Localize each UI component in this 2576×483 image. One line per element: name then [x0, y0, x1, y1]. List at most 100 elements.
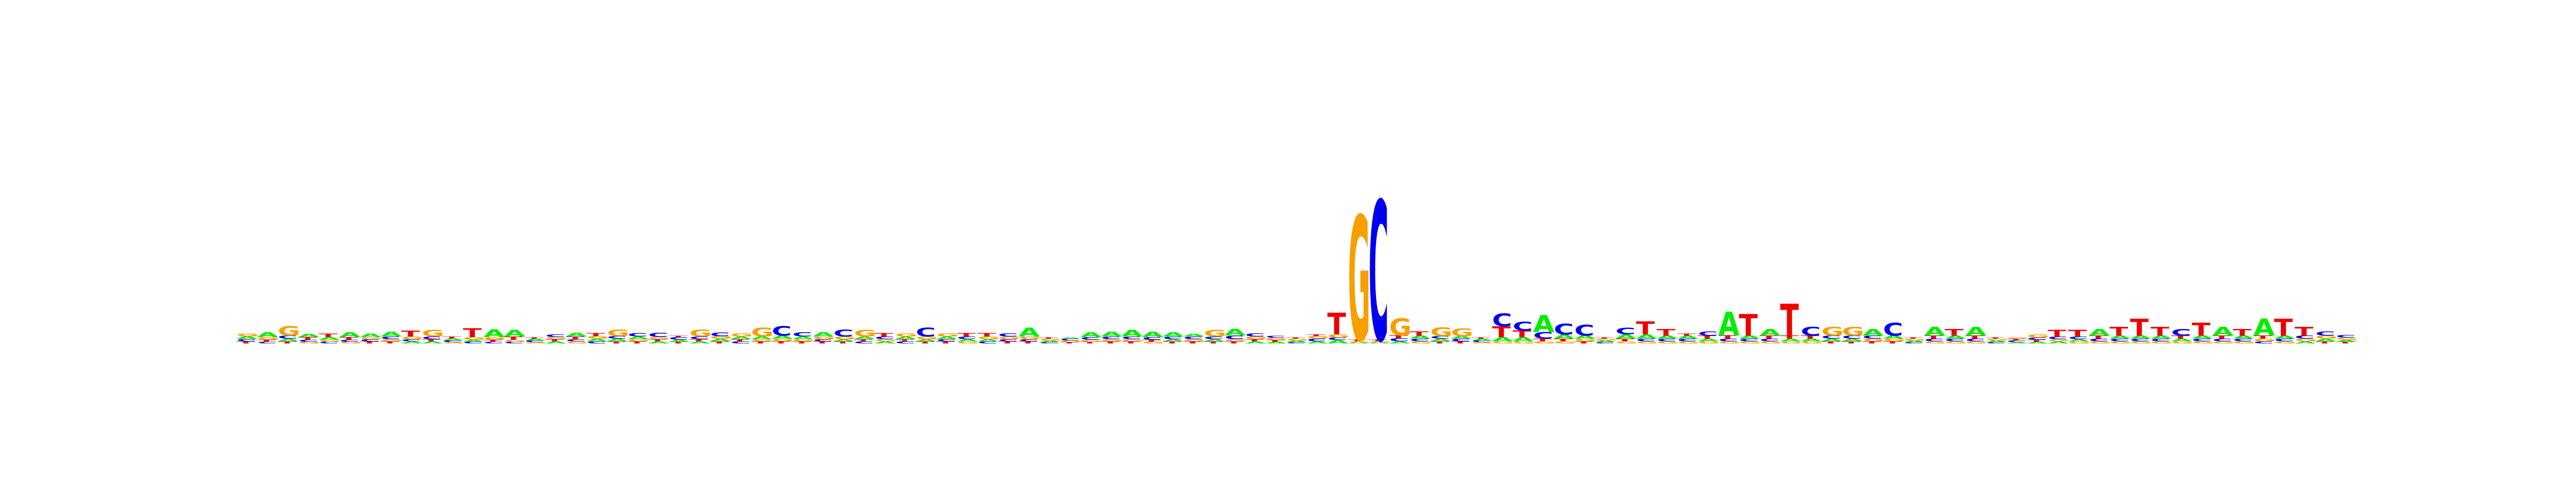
logo-letter-a-pos-10: A	[422, 341, 443, 344]
logo-letter-a-pos-51: A	[1265, 341, 1287, 344]
logo-letter-a-pos-63: A	[1512, 336, 1534, 343]
logo-letter-c-pos-38: C	[998, 339, 1019, 342]
logo-letter-a-pos-61: A	[1472, 338, 1493, 341]
logo-letter-a-pos-2: A	[257, 331, 279, 339]
logo-letter-a-pos-6: A	[340, 331, 361, 339]
logo-letter-c-pos-65: C	[1554, 321, 1574, 338]
logo-letter-g-pos-102: G	[2315, 335, 2338, 340]
logo-letter-a-pos-101: A	[2295, 341, 2316, 344]
logo-letter-c-pos-6: C	[340, 339, 360, 342]
logo-letter-g-pos-25: G	[730, 333, 753, 338]
logo-letter-a-pos-15: A	[525, 338, 546, 341]
logo-letter-c-pos-62: C	[1492, 310, 1512, 331]
logo-letter-a-pos-25: A	[730, 336, 752, 340]
logo-letter-t-pos-47: T	[1183, 341, 1202, 344]
logo-letter-g-pos-65: G	[1554, 341, 1576, 344]
logo-letter-g-pos-58: G	[1410, 341, 1432, 344]
logo-letter-g-pos-70: G	[1657, 341, 1679, 344]
logo-letter-g-pos-8: G	[380, 339, 403, 342]
logo-letter-t-pos-27: T	[772, 341, 791, 344]
logo-letter-g-pos-77: G	[1801, 341, 1823, 344]
logo-letter-a-pos-30: A	[833, 339, 855, 342]
logo-letter-c-pos-37: C	[977, 341, 998, 344]
logo-letter-t-pos-19: T	[607, 341, 626, 344]
logo-letter-a-pos-5: A	[319, 336, 341, 341]
logo-letter-g-pos-95: G	[2171, 341, 2194, 344]
logo-letter-a-pos-54: A	[1327, 339, 1349, 345]
logo-letter-g-pos-3: G	[277, 323, 300, 339]
logo-letter-c-pos-89: C	[2048, 336, 2068, 340]
logo-letter-g-pos-100: G	[2274, 341, 2296, 344]
logo-letter-c-pos-63: C	[1512, 320, 1533, 334]
logo-letter-g-pos-15: G	[525, 342, 547, 344]
logo-letter-a-pos-40: A	[1039, 340, 1060, 342]
logo-letter-c-pos-33: C	[895, 341, 916, 344]
logo-letter-g-pos-33: G	[895, 333, 918, 338]
logo-letter-a-pos-75: A	[1760, 327, 1781, 338]
logo-letter-g-pos-62: G	[1492, 341, 1514, 344]
logo-letter-a-pos-72: A	[1698, 338, 1720, 342]
logo-letter-a-pos-46: A	[1163, 331, 1184, 338]
logo-letter-c-pos-92: C	[2110, 338, 2130, 342]
logo-letter-a-pos-52: A	[1286, 340, 1308, 342]
logo-letter-c-pos-91: C	[2089, 338, 2109, 342]
logo-letter-c-pos-66: C	[1574, 321, 1594, 339]
logo-letter-g-pos-40: G	[1039, 338, 1062, 341]
logo-letter-c-pos-24: C	[710, 331, 730, 338]
logo-letter-a-pos-95: A	[2171, 338, 2193, 342]
logo-letter-g-pos-60: G	[1451, 327, 1473, 339]
logo-letter-c-pos-101: C	[2295, 335, 2315, 340]
logo-letter-c-pos-84: C	[1945, 338, 1965, 342]
logo-letter-c-pos-88: C	[2027, 337, 2047, 340]
logo-letter-t-pos-92: T	[2110, 325, 2128, 339]
logo-letter-t-pos-40: T	[1039, 337, 1058, 339]
logo-letter-a-pos-44: A	[1122, 328, 1143, 339]
logo-letter-g-pos-35: G	[936, 333, 959, 338]
logo-letter-t-pos-100: T	[2274, 314, 2293, 342]
logo-letter-c-pos-72: C	[1698, 331, 1718, 338]
logo-letter-a-pos-41: A	[1060, 337, 1081, 339]
logo-letter-t-pos-49: T	[1225, 341, 1243, 344]
logo-letter-t-pos-22: T	[669, 335, 687, 338]
logo-letter-a-pos-46: A	[1163, 339, 1184, 342]
logo-letter-c-pos-4: C	[298, 339, 319, 342]
logo-letter-a-pos-78: A	[1821, 338, 1843, 342]
logo-letter-t-pos-71: T	[1677, 333, 1696, 336]
logo-letter-t-pos-70: T	[1657, 327, 1675, 338]
logo-letter-a-pos-8: A	[380, 331, 402, 338]
logo-letter-t-pos-18: T	[587, 332, 605, 337]
logo-letter-t-pos-26: T	[751, 341, 770, 344]
logo-letter-a-pos-60: A	[1451, 335, 1473, 340]
logo-letter-g-pos-50: G	[1245, 336, 1268, 340]
logo-letter-g-pos-2: G	[257, 336, 280, 341]
logo-letter-a-pos-48: A	[1204, 339, 1225, 342]
logo-letter-t-pos-94: T	[2150, 325, 2169, 339]
logo-letter-c-pos-60: C	[1451, 338, 1471, 342]
logo-letter-g-pos-51: G	[1265, 337, 1288, 340]
logo-letter-t-pos-35: T	[936, 341, 955, 344]
logo-letter-t-pos-97: T	[2212, 335, 2231, 340]
logo-letter-a-pos-66: A	[1574, 334, 1596, 340]
logo-letter-t-pos-87: T	[2007, 338, 2025, 341]
logo-letter-g-pos-31: G	[854, 328, 876, 339]
logo-letter-c-pos-22: C	[669, 336, 689, 341]
logo-letter-c-pos-34: C	[916, 326, 936, 340]
logo-letter-t-pos-16: T	[545, 339, 564, 342]
logo-letter-c-pos-78: C	[1821, 335, 1842, 340]
logo-letter-a-pos-67: A	[1595, 340, 1616, 342]
logo-letter-g-pos-75: G	[1760, 341, 1782, 344]
logo-letter-c-pos-48: C	[1204, 336, 1224, 340]
logo-letter-c-pos-97: C	[2212, 338, 2233, 342]
logo-letter-a-pos-35: A	[936, 336, 958, 340]
logo-letter-a-pos-80: A	[1862, 327, 1884, 338]
logo-letter-c-pos-52: C	[1286, 342, 1307, 344]
logo-letter-a-pos-57: A	[1389, 341, 1410, 344]
logo-letter-c-pos-69: C	[1636, 338, 1657, 342]
logo-letter-a-pos-100: A	[2274, 335, 2296, 340]
logo-letter-t-pos-29: T	[813, 341, 832, 344]
logo-letter-a-pos-88: A	[2027, 341, 2048, 344]
logo-letter-g-pos-14: G	[504, 339, 526, 342]
logo-letter-a-pos-45: A	[1142, 331, 1163, 339]
logo-letter-t-pos-91: T	[2089, 335, 2107, 340]
logo-letter-a-pos-99: A	[2253, 314, 2275, 342]
